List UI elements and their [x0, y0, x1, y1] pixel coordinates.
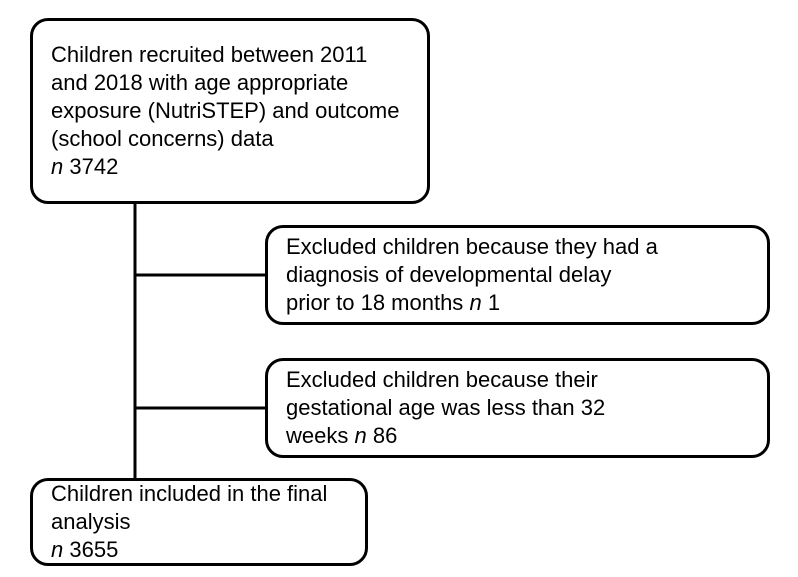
n-label: n [354, 423, 366, 448]
text-line: Children included in the final [51, 480, 347, 508]
text-line: Excluded children because they had a [286, 233, 749, 261]
tail-prefix: weeks [286, 423, 354, 448]
text-line: exposure (NutriSTEP) and outcome [51, 97, 409, 125]
flow-node-excl1: Excluded children because they had a dia… [265, 225, 770, 325]
text-line: analysis [51, 508, 347, 536]
n-line: n 3655 [51, 536, 347, 564]
text-line: and 2018 with age appropriate [51, 69, 409, 97]
tail-line: prior to 18 months n 1 [286, 289, 749, 317]
n-value-num: 86 [373, 423, 397, 448]
text-line: gestational age was less than 32 [286, 394, 749, 422]
text-line: Children recruited between 2011 [51, 41, 409, 69]
flowchart-stage: Children recruited between 2011 and 2018… [0, 0, 798, 577]
n-value-num: 3655 [69, 537, 118, 562]
n-label: n [51, 154, 63, 179]
tail-line: weeks n 86 [286, 422, 749, 450]
flow-node-excl2: Excluded children because their gestatio… [265, 358, 770, 458]
n-line: n 3742 [51, 153, 409, 181]
text-line: (school concerns) data [51, 125, 409, 153]
tail-prefix: prior to 18 months [286, 290, 469, 315]
flow-node-final: Children included in the final analysis … [30, 478, 368, 566]
text-line: Excluded children because their [286, 366, 749, 394]
n-value-num: 3742 [69, 154, 118, 179]
n-label: n [469, 290, 481, 315]
text-line: diagnosis of developmental delay [286, 261, 749, 289]
n-label: n [51, 537, 63, 562]
n-value-num: 1 [488, 290, 500, 315]
flow-node-top: Children recruited between 2011 and 2018… [30, 18, 430, 204]
